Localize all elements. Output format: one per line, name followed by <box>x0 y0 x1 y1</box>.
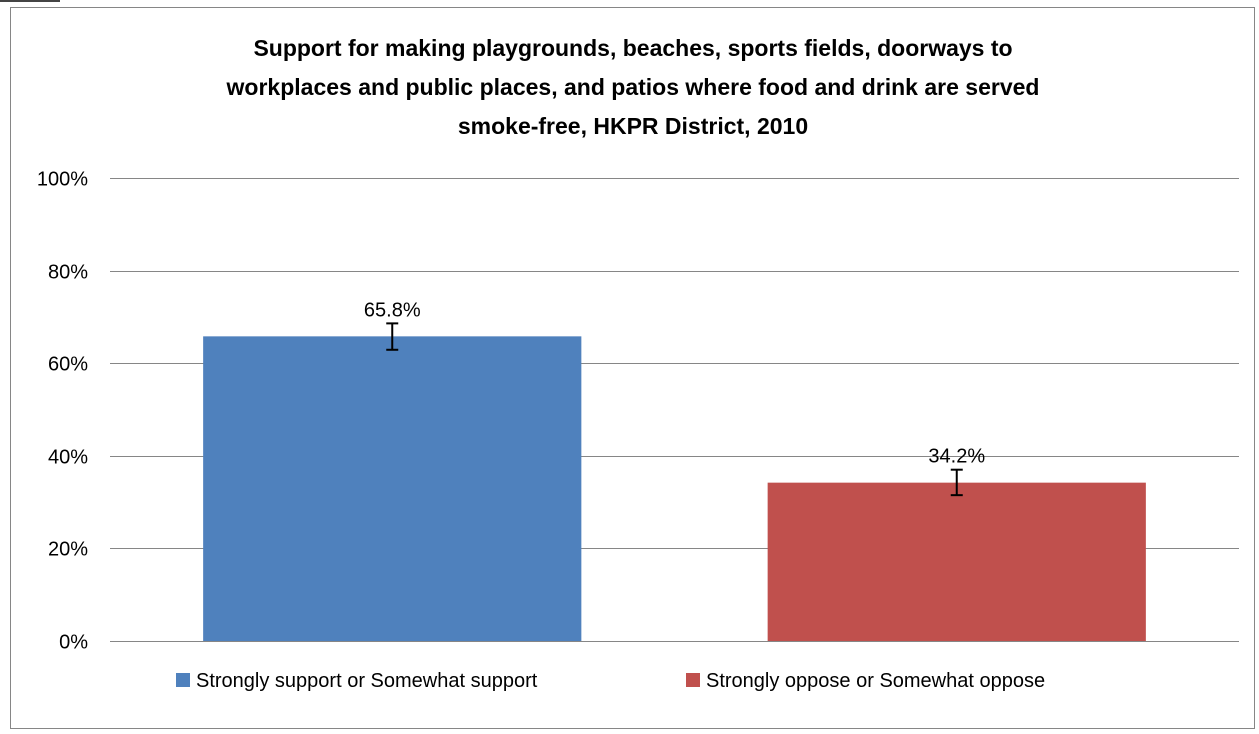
legend-swatch <box>686 673 700 687</box>
legend-item: Strongly oppose or Somewhat oppose <box>686 670 1045 692</box>
data-label: 65.8% <box>364 299 421 321</box>
y-axis: 0% 20% 40% 60% 80% 100% <box>37 169 88 654</box>
chart-title-line: Support for making playgrounds, beaches,… <box>253 35 1012 61</box>
y-tick-label: 0% <box>59 632 88 654</box>
y-tick-label: 40% <box>48 447 88 469</box>
chart-title-line: smoke-free, HKPR District, 2010 <box>458 113 808 139</box>
y-tick-label: 60% <box>48 354 88 376</box>
legend-label: Strongly support or Somewhat support <box>196 670 538 692</box>
bar <box>767 482 1146 641</box>
legend-swatch <box>176 673 190 687</box>
bar <box>203 336 582 641</box>
legend-item: Strongly support or Somewhat support <box>176 670 538 692</box>
data-label: 34.2% <box>928 446 985 468</box>
bars: 65.8% 34.2% <box>203 299 1146 641</box>
cropped-edge <box>0 0 60 2</box>
chart-title-line: workplaces and public places, and patios… <box>226 74 1040 100</box>
chart-title: Support for making playgrounds, beaches,… <box>226 35 1040 139</box>
legend-label: Strongly oppose or Somewhat oppose <box>706 670 1045 692</box>
legend: Strongly support or Somewhat support Stro… <box>176 670 1045 692</box>
y-tick-label: 100% <box>37 169 88 191</box>
y-tick-label: 20% <box>48 539 88 561</box>
y-tick-label: 80% <box>48 262 88 284</box>
